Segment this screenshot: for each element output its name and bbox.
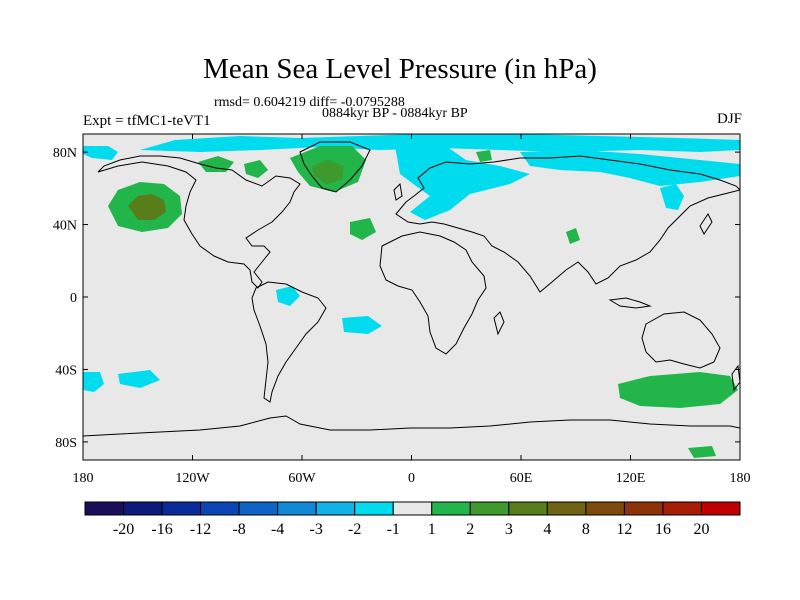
x-tick-label: 180 (730, 471, 751, 486)
map-background (83, 134, 740, 460)
colorbar-swatch (238, 501, 279, 516)
x-tick-label: 60W (288, 471, 316, 486)
colorbar-label: -3 (310, 521, 323, 538)
anomaly-north-pacific-core (128, 194, 166, 220)
colorbar-swatch (200, 501, 240, 516)
x-tick-label: 120W (175, 471, 210, 486)
colorbar-swatch (277, 501, 317, 516)
anomaly-southern-ocean-cyan (83, 372, 104, 392)
colorbar-label: -2 (348, 521, 361, 538)
colorbar-label: -8 (232, 521, 245, 538)
colorbar-label: 2 (466, 521, 474, 538)
anomaly-southern-ocean-green (618, 372, 738, 408)
anomaly-greenland-core (312, 160, 344, 184)
x-tick-label: 120E (616, 471, 646, 486)
anomaly-scandinavia-cyan (395, 140, 530, 220)
colorbar-label: -4 (271, 521, 284, 538)
colorbar-swatch (469, 501, 510, 516)
coastline-japan (699, 213, 713, 235)
anomaly-canada-cyan (83, 146, 118, 160)
period-line: 0884kyr BP - 0884kyr BP (322, 106, 468, 121)
coastline-north-america (97, 155, 301, 289)
coastline-indonesia (608, 297, 652, 309)
colorbar-label: -1 (387, 521, 400, 538)
anomaly-labrador-green (244, 160, 268, 178)
map-ticks: 180 120W 60W 0 60E 120E 180 80N 40N 0 40S 80S (53, 134, 751, 486)
colorbar-swatch (315, 501, 356, 516)
x-tick-label: 0 (408, 471, 415, 486)
anomaly-arctic-north-cyan (140, 134, 740, 152)
anomaly-arctic-canada-green (198, 156, 234, 172)
y-tick-label: 40N (53, 219, 77, 234)
colorbar-swatch (662, 501, 702, 516)
colorbar-swatch (546, 501, 587, 516)
coastline-eurasia (395, 155, 740, 293)
x-tick-label: 60E (510, 471, 533, 486)
experiment-label: Expt = tfMC1-teVT1 (83, 113, 211, 129)
colorbar-label: -16 (151, 521, 172, 538)
colorbar-label: 20 (693, 521, 709, 538)
anomaly-fields (83, 134, 740, 458)
colorbar-swatch (431, 501, 471, 516)
anomaly-asia-green (566, 228, 580, 244)
anomaly-east-asia-cyan (660, 184, 684, 210)
colorbar-swatch (161, 501, 202, 516)
colorbar-swatch (392, 501, 433, 516)
colorbar-swatch (508, 501, 548, 516)
colorbar-label: 16 (655, 521, 671, 538)
colorbar-swatch (700, 501, 741, 516)
y-tick-label: 0 (70, 291, 77, 306)
colorbar-swatch (623, 501, 664, 516)
anomaly-siberia-cyan (520, 150, 740, 186)
anomaly-south-atlantic-cyan (342, 316, 382, 334)
colorbar-label: -20 (113, 521, 134, 538)
coastline-new-zealand (731, 364, 740, 392)
anomaly-south-pacific-cyan (118, 370, 160, 388)
colorbar-swatch (354, 501, 394, 516)
colorbar: -20 -16 -12 -8 -4 -3 -2 -1 1 2 3 4 8 12 16 20 (84, 501, 741, 538)
colorbar-swatch (585, 501, 625, 516)
x-tick-label: 180 (73, 471, 94, 486)
coastlines (83, 141, 740, 437)
colorbar-label: -12 (190, 521, 211, 538)
colorbar-swatch (84, 501, 125, 516)
season-label: DJF (716, 111, 742, 127)
coastline-antarctica (83, 415, 740, 437)
coastline-australia (641, 311, 721, 369)
colorbar-swatch (123, 501, 163, 516)
coastline-uk (393, 182, 403, 201)
chart-title: Mean Sea Level Pressure (in hPa) (203, 53, 597, 85)
colorbar-label: 4 (543, 521, 551, 538)
y-tick-label: 80S (55, 436, 77, 451)
y-tick-label: 40S (55, 363, 77, 378)
colorbar-label: 12 (616, 521, 632, 538)
coastline-greenland (299, 141, 371, 193)
coastline-south-america (251, 281, 327, 403)
stats-line: rmsd= 0.604219 diff= -0.0795288 (214, 95, 405, 110)
colorbar-label: 8 (582, 521, 590, 538)
anomaly-south-america-cyan (276, 286, 300, 306)
anomaly-south-pacific-green (688, 446, 716, 458)
map-plot (82, 133, 741, 461)
colorbar-label: 3 (505, 521, 513, 538)
colorbar-label: 1 (428, 521, 436, 538)
anomaly-siberia-green (476, 150, 492, 162)
coastline-madagascar (493, 311, 505, 336)
coastline-africa (379, 231, 487, 355)
y-tick-label: 80N (53, 146, 77, 161)
anomaly-mid-atlantic-green (350, 218, 376, 240)
